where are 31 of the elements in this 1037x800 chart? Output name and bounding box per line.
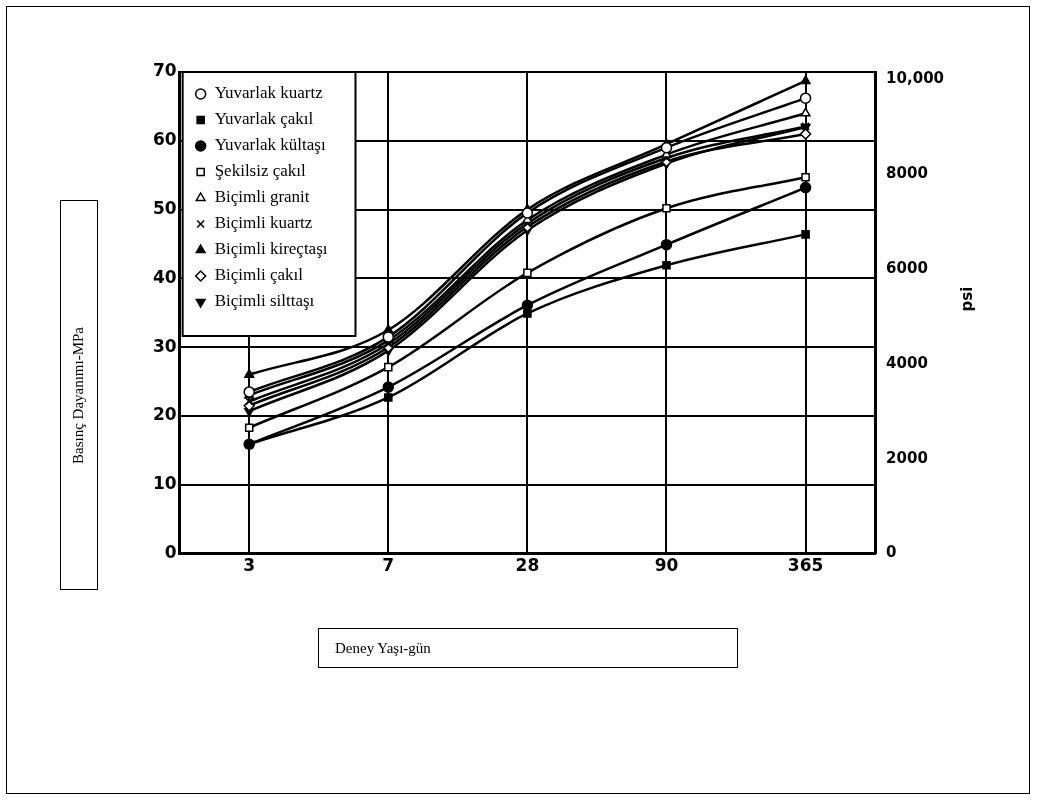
y2-tick-label: 4000 [886,353,928,372]
legend-label: Yuvarlak kuartz [214,83,324,103]
legend-label: Biçimli kireçtaşı [214,239,328,259]
legend-label: Yuvarlak çakıl [214,109,314,129]
x-tick-label: 3 [243,555,256,576]
y2-tick-label: 2000 [886,448,928,467]
legend-label: Biçimli granit [214,187,310,207]
x-axis-title: Deney Yaşı-gün [318,628,738,668]
y-tick-label: 20 [152,404,177,425]
y-tick-label: 70 [152,60,177,81]
y-axis-title: Basınç Dayanımı-MPa [70,326,88,464]
y-tick-label: 40 [152,266,177,287]
x-tick-label: 28 [515,555,540,576]
y-tick-label: 50 [152,198,177,219]
legend-label: Biçimli çakıl [214,265,304,285]
x-tick-label: 90 [654,555,679,576]
x-tick-label: 365 [787,555,824,576]
y2-tick-label: 0 [886,543,897,562]
legend-label: Biçimli kuartz [214,213,313,233]
x-tick-label: 7 [382,555,395,576]
y2-tick-label: 8000 [886,163,928,182]
legend-label: Yuvarlak kültaşı [214,135,326,155]
y-tick-label: 10 [152,473,177,494]
legend-label: Biçimli silttaşı [214,291,315,311]
y2-tick-label: 6000 [886,258,928,277]
y2-axis-title: psi [958,286,977,312]
y2-tick-label: 10,000 [886,69,945,88]
y-tick-label: 30 [152,335,177,356]
y-tick-label: 0 [164,542,177,563]
y-tick-label: 60 [152,129,177,150]
legend-label: Şekilsiz çakıl [214,161,307,181]
